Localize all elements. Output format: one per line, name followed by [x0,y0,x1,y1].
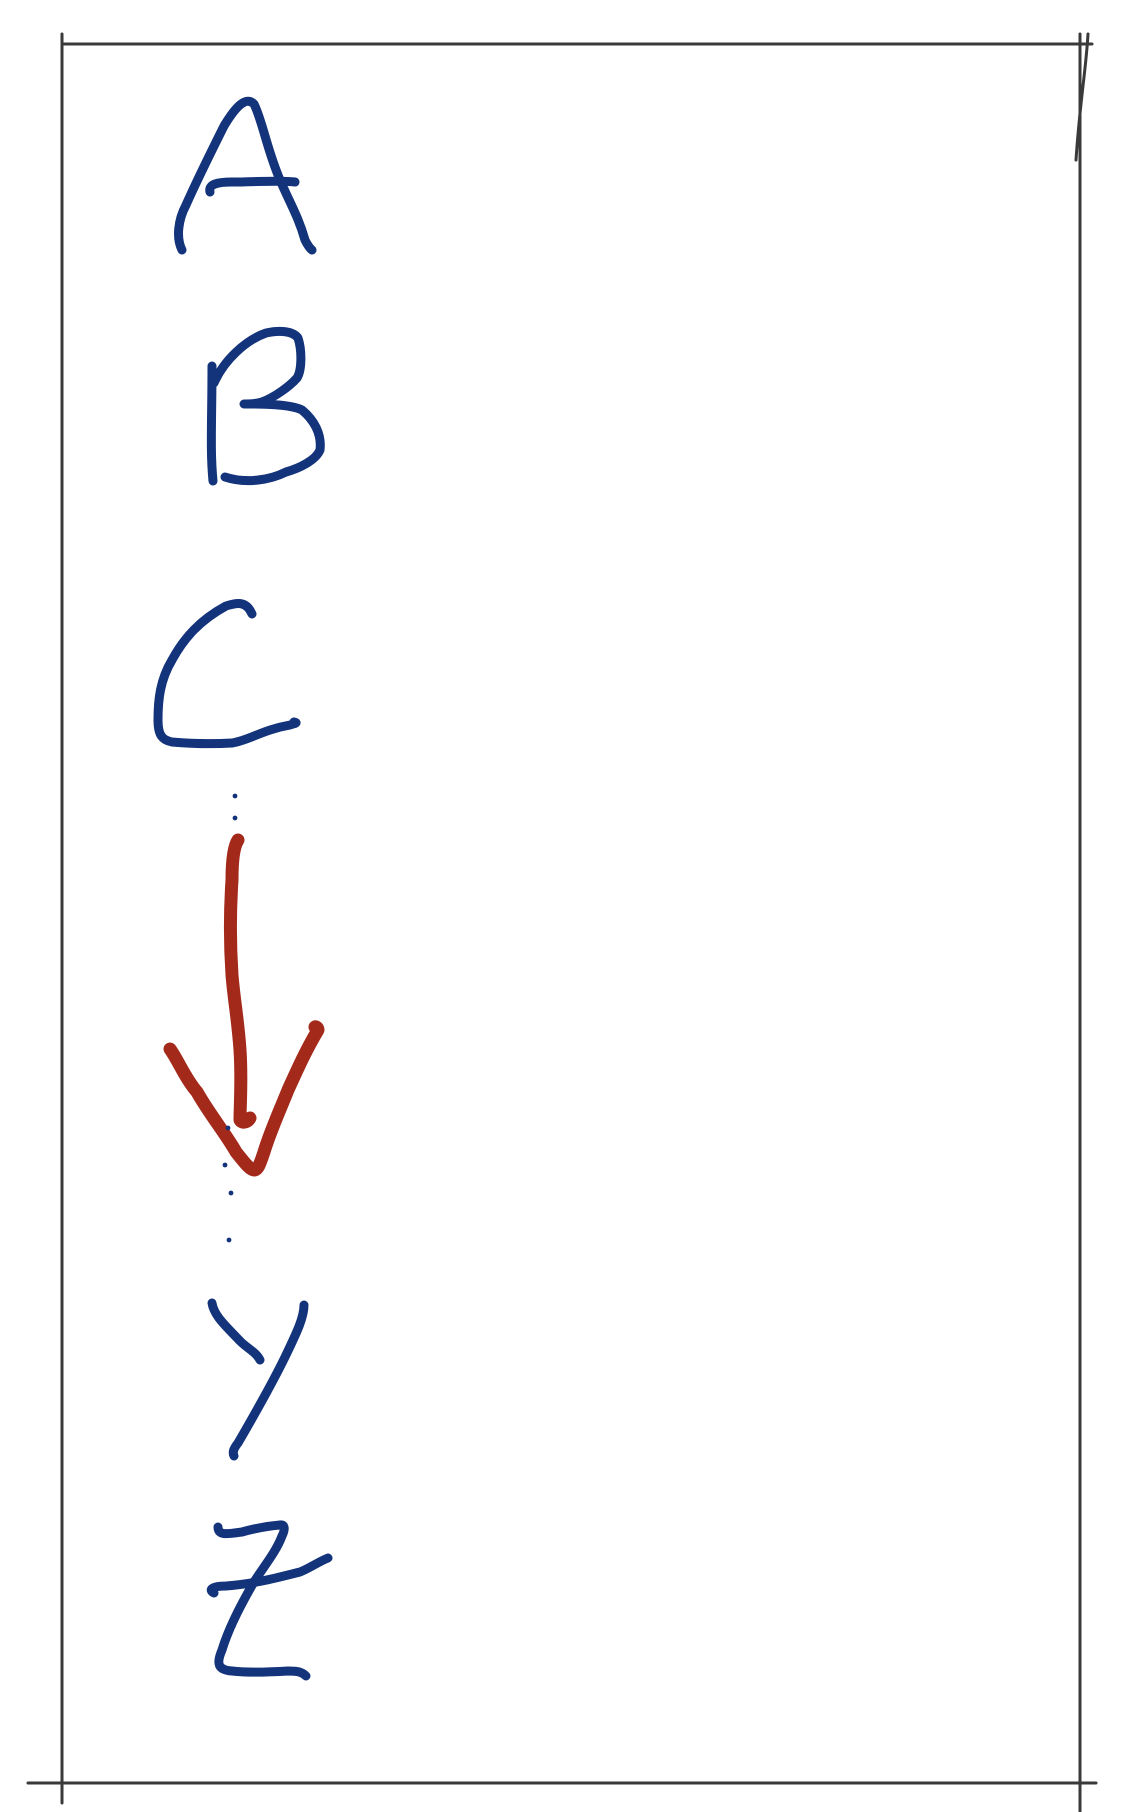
dotted-trail-bottom [222,1125,234,1243]
letter-b [206,326,325,486]
letter-z [206,1520,333,1681]
down-arrow-icon [163,833,325,1177]
letter-a [174,96,317,255]
letter-c [153,599,301,749]
letter-y [207,1298,309,1461]
page-frame [26,32,1098,1812]
